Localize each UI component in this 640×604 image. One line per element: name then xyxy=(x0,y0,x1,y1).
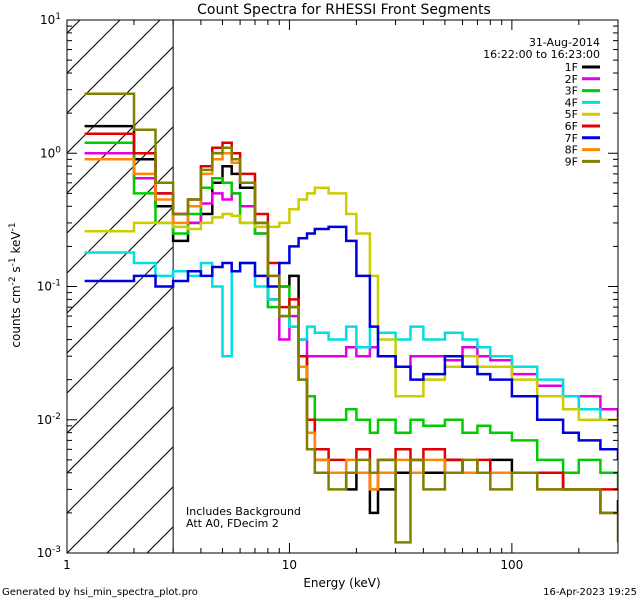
excluded-energy-hatch xyxy=(67,20,640,553)
legend-time-range: 16:22:00 to 16:23:00 xyxy=(483,48,600,61)
series-line-2F xyxy=(84,152,618,433)
legend-label-8F: 8F xyxy=(565,144,578,157)
legend-date: 31-Aug-2014 xyxy=(529,36,600,49)
legend-label-1F: 1F xyxy=(565,61,578,74)
hatch-line xyxy=(67,86,174,194)
x-tick-label: 100 xyxy=(500,558,523,572)
series-line-6F xyxy=(84,132,618,491)
y-tick-label: 10-3 xyxy=(37,545,61,560)
hatch-line xyxy=(67,366,174,474)
series-line-7F xyxy=(84,225,618,460)
y-tick-label: 100 xyxy=(40,145,61,160)
legend-label-6F: 6F xyxy=(565,120,578,133)
hatch-line xyxy=(67,446,174,553)
hatch-line xyxy=(67,246,174,354)
hatch-line xyxy=(67,206,174,314)
hatch-line xyxy=(627,20,640,553)
y-tick-label: 10-1 xyxy=(37,279,61,294)
y-tick-label: 101 xyxy=(40,12,61,27)
series-line-3F xyxy=(84,141,618,490)
x-tick-label: 1 xyxy=(63,558,71,572)
chart-title: Count Spectra for RHESSI Front Segments xyxy=(197,2,491,18)
note-background: Includes Background xyxy=(186,505,301,518)
series-line-9F xyxy=(84,92,618,544)
hatch-line xyxy=(67,406,174,514)
footer-generated-by: Generated by hsi_min_spectra_plot.pro xyxy=(2,587,198,598)
y-axis-label: counts cm-2 s-1 keV-1 xyxy=(8,222,23,347)
legend-label-2F: 2F xyxy=(565,73,578,86)
footer-date-stamp: 16-Apr-2023 19:25 xyxy=(543,587,637,598)
note-attenuator: Att A0, FDecim 2 xyxy=(186,517,279,530)
series-group xyxy=(84,92,618,544)
hatch-line xyxy=(67,20,161,114)
legend-label-5F: 5F xyxy=(565,108,578,121)
legend-label-9F: 9F xyxy=(565,155,578,168)
tick-labels: 1 10 100 10-3 10-2 10-1 100 101 xyxy=(37,12,524,572)
y-tick-label: 10-2 xyxy=(37,412,61,427)
legend-label-3F: 3F xyxy=(565,85,578,98)
axis-ticks xyxy=(66,20,619,554)
legend-label-7F: 7F xyxy=(565,132,578,145)
legend-label-4F: 4F xyxy=(565,96,578,109)
x-tick-label: 10 xyxy=(282,558,297,572)
series-line-5F xyxy=(84,186,618,426)
x-axis-label: Energy (keV) xyxy=(303,576,380,590)
hatch-line xyxy=(67,46,174,154)
